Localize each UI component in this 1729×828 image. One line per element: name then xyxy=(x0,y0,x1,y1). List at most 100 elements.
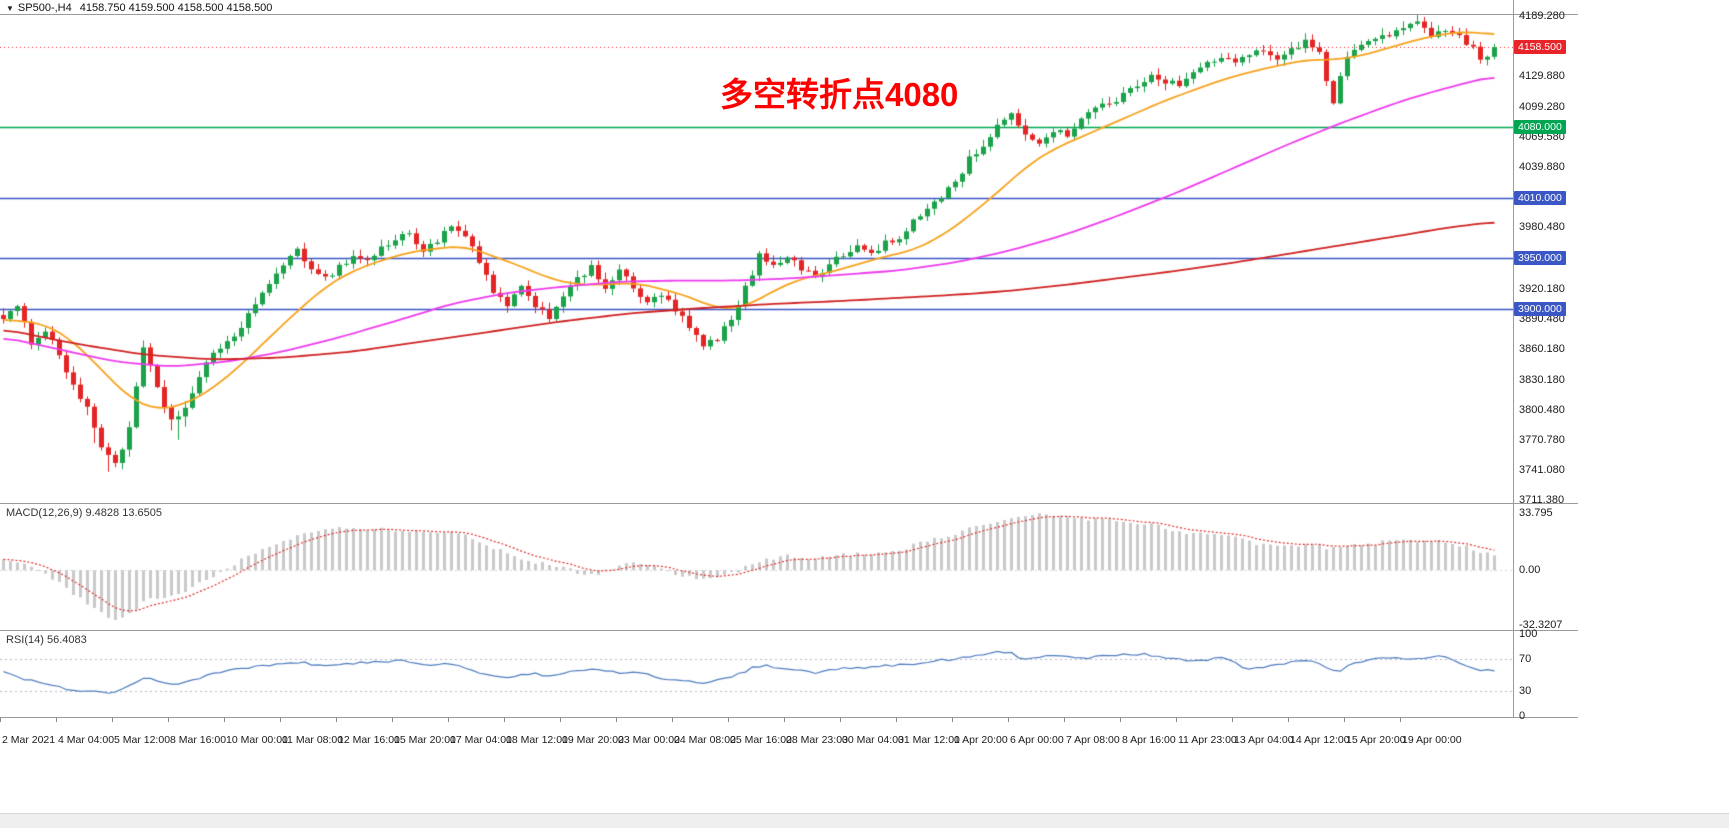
header-separator xyxy=(0,14,1578,15)
time-axis-tick xyxy=(392,718,393,722)
macd-signal-value: 13.6505 xyxy=(122,507,162,519)
price-badge-bid: 4158.500 xyxy=(1514,40,1566,55)
price-axis-label: 3741.080 xyxy=(1519,463,1565,476)
time-axis-label: 19 Apr 00:00 xyxy=(1402,734,1462,746)
rsi-value: 56.4083 xyxy=(46,634,87,646)
time-axis-label: 17 Mar 04:00 xyxy=(450,734,512,746)
rsi-canvas[interactable] xyxy=(0,632,1513,717)
price-chart-canvas[interactable] xyxy=(0,0,1513,503)
time-axis-label: 11 Apr 23:00 xyxy=(1178,734,1237,746)
time-axis-tick xyxy=(280,718,281,722)
price-axis-label: 3770.780 xyxy=(1519,433,1565,446)
time-axis-label: 31 Mar 12:00 xyxy=(898,734,960,746)
time-axis-tick xyxy=(616,718,617,722)
time-axis-tick xyxy=(448,718,449,722)
time-axis-tick xyxy=(1176,718,1177,722)
panel-separator-rsi xyxy=(0,630,1578,631)
time-axis-tick xyxy=(504,718,505,722)
time-axis-label: 5 Mar 12:00 xyxy=(114,734,171,746)
price-axis-label: 4069.580 xyxy=(1519,131,1565,144)
time-axis-label: 19 Mar 20:00 xyxy=(562,734,624,746)
time-axis-tick xyxy=(896,718,897,722)
rsi-name-label: RSI(14) xyxy=(6,634,44,646)
time-axis-tick xyxy=(336,718,337,722)
rsi-axis-label: 30 xyxy=(1519,685,1532,698)
time-axis[interactable]: 2 Mar 2021 4 Mar 04:00 5 Mar 12:00 8 Mar 16… xyxy=(0,717,1513,762)
time-axis-label: 8 Apr 16:00 xyxy=(1122,734,1176,746)
time-axis-label: 11 Mar 08:00 xyxy=(282,734,344,746)
rsi-axis-label: 70 xyxy=(1519,652,1532,665)
price-badge-hline-blue: 4010.000 xyxy=(1514,190,1566,205)
time-axis-tick xyxy=(112,718,113,722)
time-axis-label: 25 Mar 16:00 xyxy=(730,734,792,746)
macd-axis-label: -32.3207 xyxy=(1519,619,1563,631)
symbol-dropdown-icon[interactable]: ▼ xyxy=(6,4,14,13)
time-axis-label: 8 Mar 16:00 xyxy=(170,734,227,746)
time-axis-tick xyxy=(1232,718,1233,722)
time-axis-label: 23 Mar 00:00 xyxy=(618,734,680,746)
time-axis-label: 15 Apr 20:00 xyxy=(1346,734,1406,746)
time-axis-label: 24 Mar 08:00 xyxy=(674,734,736,746)
price-axis[interactable]: 4189.280 4129.880 4099.280 4069.580 4039.880… xyxy=(1513,0,1729,717)
macd-canvas[interactable] xyxy=(0,505,1513,630)
time-axis-label: 14 Apr 12:00 xyxy=(1290,734,1350,746)
symbol-timeframe-label: SP500-,H4 xyxy=(17,2,72,14)
macd-axis-label: 33.795 xyxy=(1519,507,1553,519)
time-axis-label: 15 Mar 20:00 xyxy=(394,734,456,746)
time-axis-tick xyxy=(1344,718,1345,722)
time-axis-tick xyxy=(224,718,225,722)
time-axis-tick xyxy=(560,718,561,722)
plot-axis-vertical-separator xyxy=(1513,0,1514,717)
time-axis-label: 2 Mar 2021 xyxy=(2,734,56,746)
ohlc-quote-label: 4158.750 4159.500 4158.500 4158.500 xyxy=(79,2,273,14)
rsi-axis-label: 0 xyxy=(1519,710,1526,722)
price-badge-hline-green: 4080.000 xyxy=(1514,119,1566,134)
price-badge-hline-blue: 3950.000 xyxy=(1514,251,1566,266)
time-axis-tick xyxy=(1064,718,1065,722)
macd-axis-label: 0.00 xyxy=(1519,564,1541,577)
time-axis-label: 30 Mar 04:00 xyxy=(842,734,904,746)
time-axis-tick xyxy=(56,718,57,722)
macd-name-label: MACD(12,26,9) xyxy=(6,507,83,519)
price-axis-label: 3920.180 xyxy=(1519,282,1565,295)
time-axis-label: 18 Mar 12:00 xyxy=(506,734,568,746)
panel-separator-macd xyxy=(0,503,1578,504)
price-axis-label: 3830.180 xyxy=(1519,373,1565,386)
rsi-axis-label: 100 xyxy=(1519,628,1538,640)
time-axis-tick xyxy=(1288,718,1289,722)
time-axis-separator xyxy=(0,717,1578,718)
time-axis-tick xyxy=(1120,718,1121,722)
price-axis-label: 4129.880 xyxy=(1519,70,1565,83)
time-axis-tick xyxy=(0,718,1,722)
bottom-scrollbar[interactable] xyxy=(0,813,1729,828)
price-axis-label: 3711.380 xyxy=(1519,494,1565,506)
price-axis-label: 3860.180 xyxy=(1519,343,1565,356)
price-axis-label: 4189.280 xyxy=(1519,10,1565,22)
macd-main-value: 9.4828 xyxy=(85,507,120,519)
time-axis-label: 1 Apr 20:00 xyxy=(954,734,1008,746)
time-axis-tick xyxy=(784,718,785,722)
time-axis-tick xyxy=(840,718,841,722)
chart-annotation: 多空转折点4080 xyxy=(720,76,959,113)
time-axis-tick xyxy=(1008,718,1009,722)
time-axis-label: 28 Mar 23:00 xyxy=(786,734,848,746)
macd-indicator-label: MACD(12,26,9) 9.4828 13.6505 xyxy=(6,507,162,519)
time-axis-tick xyxy=(728,718,729,722)
price-axis-label: 4039.880 xyxy=(1519,161,1565,174)
time-axis-label: 7 Apr 08:00 xyxy=(1066,734,1120,746)
time-axis-tick xyxy=(1400,718,1401,722)
rsi-indicator-label: RSI(14) 56.4083 xyxy=(6,634,87,646)
price-axis-label: 3800.480 xyxy=(1519,403,1565,416)
chart-header: ▼ SP500-,H4 4158.750 4159.500 4158.500 415… xyxy=(6,2,272,14)
time-axis-tick xyxy=(168,718,169,722)
time-axis-tick xyxy=(952,718,953,722)
time-axis-label: 12 Mar 16:00 xyxy=(338,734,400,746)
time-axis-label: 10 Mar 00:00 xyxy=(226,734,288,746)
price-axis-label: 4099.280 xyxy=(1519,101,1565,114)
time-axis-tick xyxy=(672,718,673,722)
time-axis-label: 13 Apr 04:00 xyxy=(1234,734,1294,746)
time-axis-label: 6 Apr 00:00 xyxy=(1010,734,1064,746)
time-axis-label: 4 Mar 04:00 xyxy=(58,734,115,746)
price-badge-hline-blue: 3900.000 xyxy=(1514,301,1566,316)
